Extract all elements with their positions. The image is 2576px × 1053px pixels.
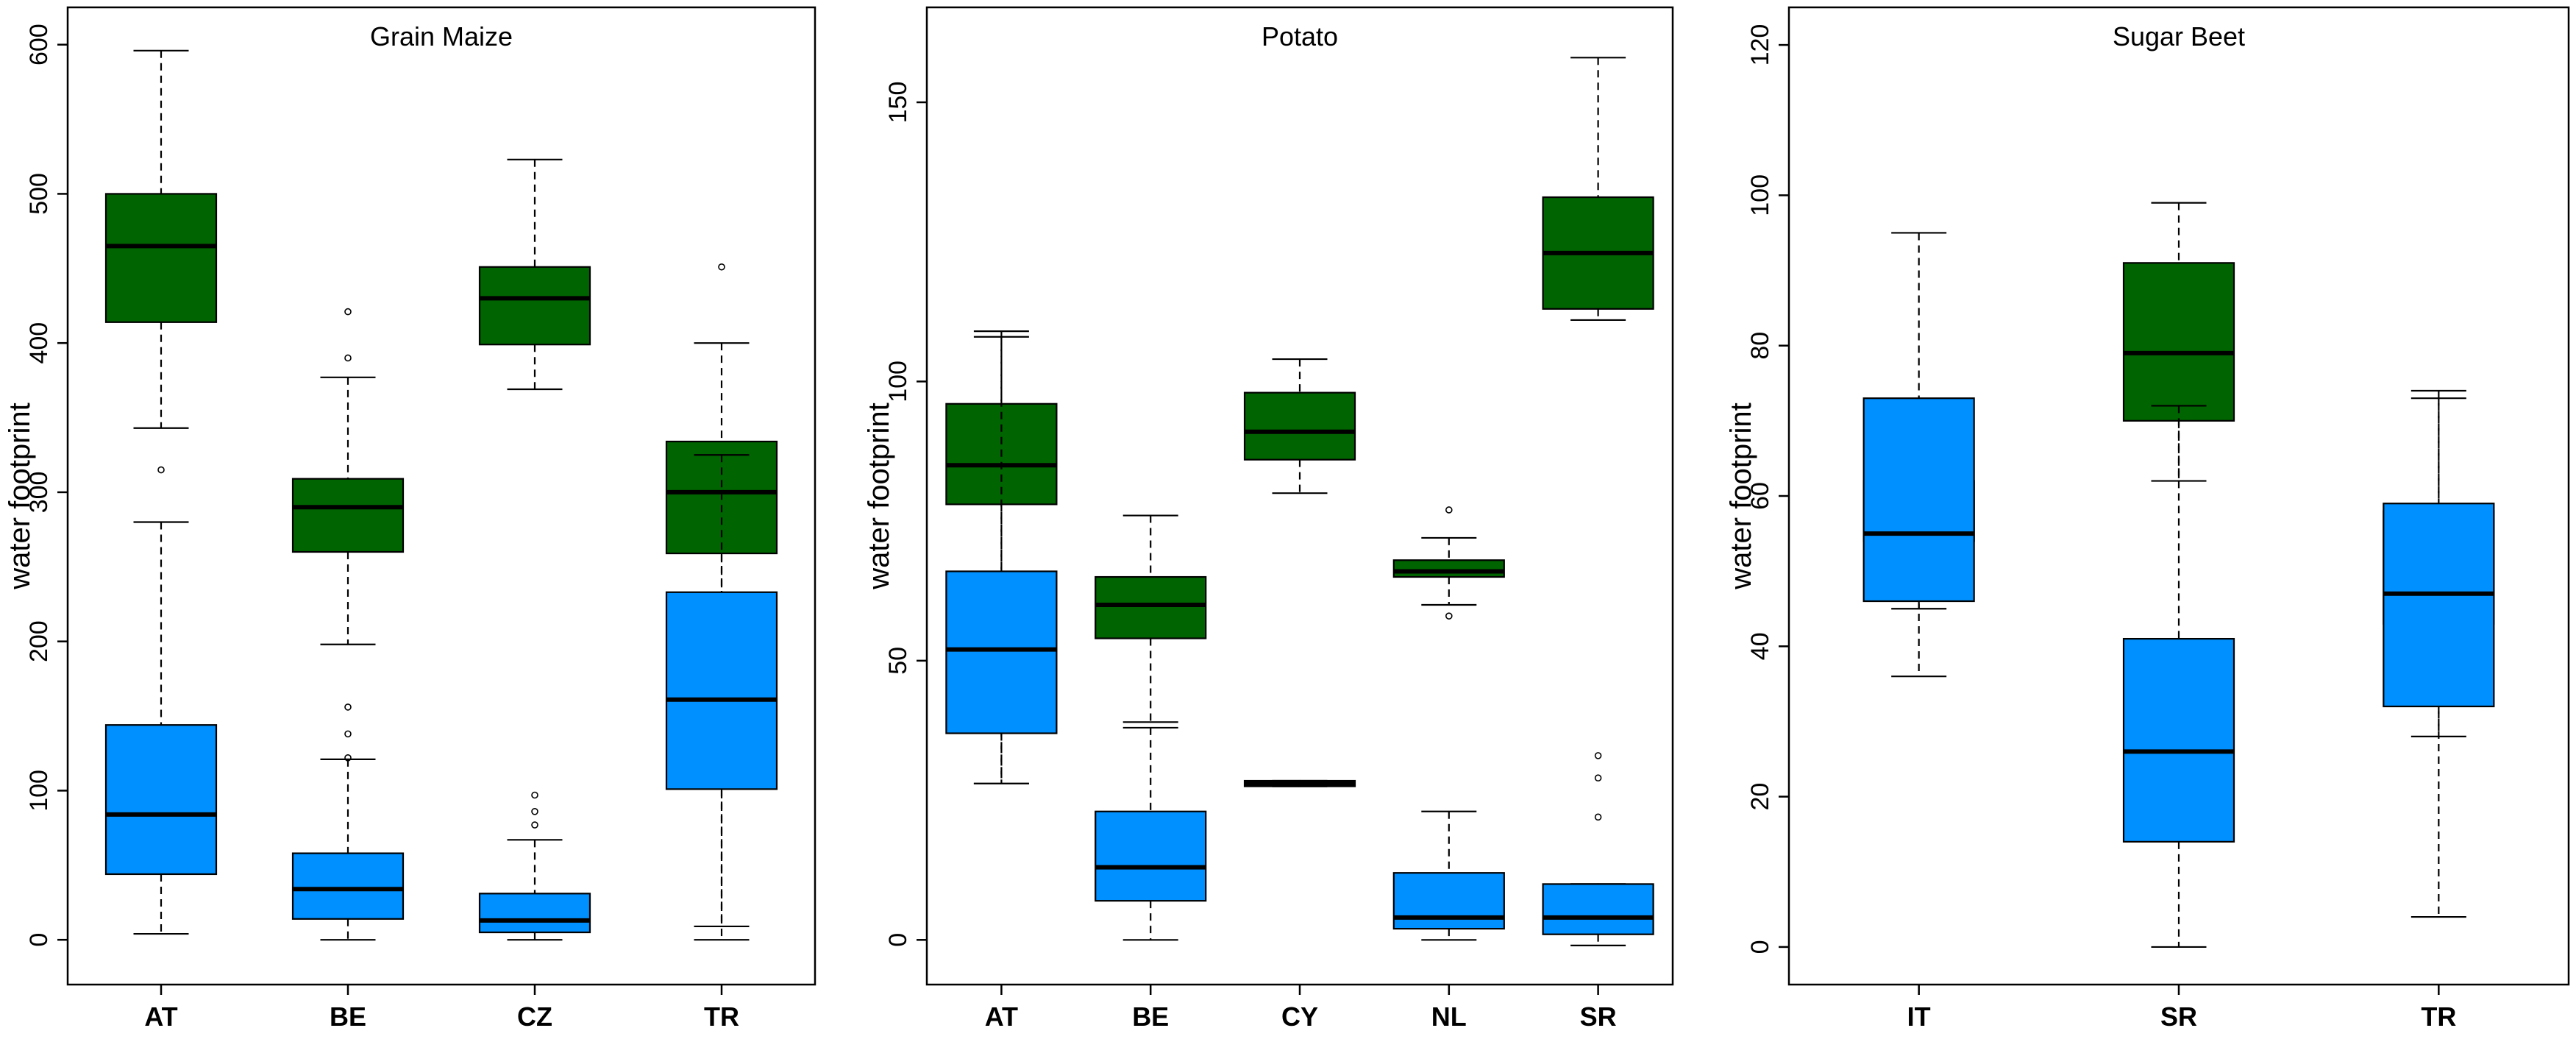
- x-tick-label: NL: [1431, 1001, 1467, 1032]
- box-NL-blue: [1392, 810, 1505, 941]
- outlier-point: [344, 703, 352, 711]
- y-tick-label: 120: [1746, 24, 1774, 66]
- box-iqr: [2122, 262, 2235, 422]
- x-tick-label: AT: [144, 1001, 177, 1032]
- panel-3: 0 20 40 60 80 100 120 water footprint Sugar Beet…: [1725, 6, 2570, 1032]
- box-iqr: [1095, 810, 1207, 902]
- y-tick-label: 0: [884, 933, 912, 947]
- x-tick-label: BE: [330, 1001, 366, 1032]
- outlier-point: [157, 466, 165, 474]
- box-AT-green: [104, 49, 218, 474]
- y-tick-label: 80: [1746, 332, 1774, 360]
- y-tick-label: 500: [25, 173, 53, 215]
- x-tick-label: AT: [985, 1001, 1018, 1032]
- y-tick-label: 0: [1746, 940, 1774, 954]
- x-tick-label: CY: [1281, 1001, 1318, 1032]
- outlier-point: [344, 754, 352, 762]
- box-iqr: [1392, 872, 1505, 930]
- box-SR-green: [2122, 202, 2235, 482]
- y-tick-label: 100: [1746, 174, 1774, 216]
- y-tick-label: 100: [25, 770, 53, 812]
- x-tick-label: SR: [2160, 1001, 2197, 1032]
- box-iqr: [1392, 559, 1505, 578]
- outlier-point: [531, 808, 538, 815]
- y-tick-label: 40: [1746, 632, 1774, 660]
- outlier-point: [344, 354, 352, 362]
- y-tick-label: 60: [1746, 482, 1774, 510]
- box-SR-green: [1542, 57, 1654, 322]
- panel-title: Sugar Beet: [2113, 21, 2245, 52]
- box-AT-blue: [945, 336, 1058, 784]
- box-AT-blue: [104, 521, 218, 935]
- box-iqr: [2122, 637, 2235, 843]
- box-SR-blue: [1542, 752, 1654, 946]
- box-iqr: [291, 852, 405, 920]
- box-iqr: [1542, 883, 1654, 935]
- box-iqr: [104, 193, 218, 323]
- box-BE-green: [1095, 514, 1207, 723]
- y-tick-label: 150: [884, 82, 912, 124]
- box-IT-blue: [1862, 232, 1975, 678]
- outlier-point: [1594, 813, 1602, 821]
- box-iqr: [665, 591, 778, 790]
- y-axis-label: water footprint: [4, 403, 36, 589]
- x-tick-label: SR: [1580, 1001, 1617, 1032]
- x-tick-label: BE: [1132, 1001, 1169, 1032]
- y-tick-label: 0: [25, 933, 53, 947]
- panel-title: Potato: [1262, 21, 1338, 52]
- box-CY-blue: [1243, 779, 1356, 787]
- box-iqr: [2383, 503, 2495, 708]
- box-CZ-green: [478, 158, 591, 391]
- outlier-point: [531, 791, 538, 799]
- y-axis-label: water footprint: [1725, 403, 1757, 589]
- y-tick-label: 20: [1746, 783, 1774, 811]
- box-iqr: [478, 266, 591, 346]
- y-tick-label: 300: [25, 472, 53, 514]
- plot-frame: [66, 6, 816, 986]
- outlier-point: [1445, 612, 1453, 620]
- x-tick-label: CZ: [517, 1001, 552, 1032]
- outlier-point: [1594, 752, 1602, 759]
- outlier-point: [1445, 506, 1453, 514]
- outlier-point: [344, 730, 352, 738]
- box-SR-blue: [2122, 405, 2235, 949]
- box-iqr: [478, 893, 591, 934]
- outlier-point: [1594, 774, 1602, 782]
- box-TR-blue: [665, 454, 778, 928]
- box-iqr: [945, 570, 1058, 734]
- box-BE-blue: [291, 703, 405, 941]
- box-BE-blue: [1095, 726, 1207, 941]
- box-CY-green: [1243, 358, 1356, 494]
- y-tick-label: 50: [884, 647, 912, 675]
- x-tick-label: TR: [2421, 1001, 2456, 1032]
- box-BE-green: [291, 308, 405, 645]
- y-tick-label: 100: [884, 361, 912, 403]
- y-tick-label: 400: [25, 322, 53, 364]
- box-TR-blue: [2383, 397, 2495, 918]
- x-tick-label: TR: [704, 1001, 739, 1032]
- box-CZ-blue: [478, 791, 591, 941]
- box-iqr: [104, 724, 218, 876]
- outlier-point: [531, 821, 538, 829]
- y-axis-label: water footprint: [863, 403, 895, 589]
- y-tick-label: 200: [25, 620, 53, 662]
- y-tick-label: 600: [25, 24, 53, 65]
- panel-2: 0 50 100 150 water footprint Potato AT BE CY NL SR: [863, 6, 1674, 1032]
- box-iqr: [1243, 391, 1356, 461]
- box-iqr: [1862, 397, 1975, 603]
- panel-1: 0 100 200 300 400 500 600 water footprint Grain …: [4, 6, 816, 1032]
- box-NL-green: [1392, 506, 1505, 620]
- x-tick-label: IT: [1907, 1001, 1931, 1032]
- outlier-point: [344, 308, 352, 316]
- panel-title: Grain Maize: [370, 21, 513, 52]
- box-iqr: [1095, 575, 1207, 639]
- outlier-point: [718, 263, 725, 271]
- box-iqr: [291, 478, 405, 553]
